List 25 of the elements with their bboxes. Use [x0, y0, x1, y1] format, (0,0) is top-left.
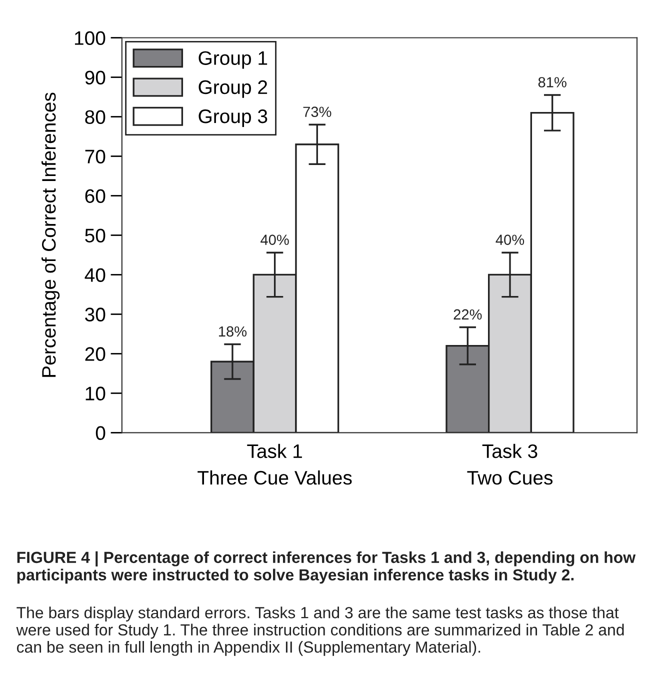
y-tick-label: 100 [74, 31, 106, 45]
data-label: 22% [454, 309, 482, 320]
data-label: 73% [303, 106, 332, 118]
caption: FIGURE 4 | Percentage of correct inferences for Tasks 1 and 3, depending on how participants were instructed to solve Bayesian inference tasks in Study 2. [17, 551, 636, 584]
y-tick-label: 90 [85, 70, 106, 84]
data-label: 40% [260, 234, 289, 245]
legend-label: Group 3 [198, 109, 268, 128]
y-tick-label: 80 [85, 110, 106, 124]
y-tick-label: 0 [96, 426, 106, 440]
text: The bars display standard errors. Tasks 1 and 3 are the same test tasks as those that were used for Study 1. The three instruction conditions are summarized in Table 2 and can be seen in full length in Appendix II (Supplementary Material). [16, 606, 624, 656]
legend-label: Group 2 [198, 80, 268, 98]
x-tick-label: Task 3 Two Cues [467, 444, 553, 485]
y-tick-label: 40 [84, 268, 106, 282]
data-label: 81% [538, 77, 566, 88]
data-label: 40% [496, 234, 524, 245]
y-tick-label: 70 [85, 150, 106, 164]
y-tick-label: 30 [85, 308, 106, 322]
data-label: 18% [218, 326, 247, 337]
legend-label: Group 1 [198, 51, 268, 69]
y-axis-title: Percentage of Correct Inferences [42, 92, 60, 377]
y-tick-label: 20 [85, 347, 106, 361]
y-tick-label: 50 [85, 228, 106, 242]
y-tick-label: 10 [86, 386, 106, 400]
x-tick-label: Task 1 Three Cue Values [198, 444, 352, 485]
y-tick-label: 60 [85, 189, 106, 203]
